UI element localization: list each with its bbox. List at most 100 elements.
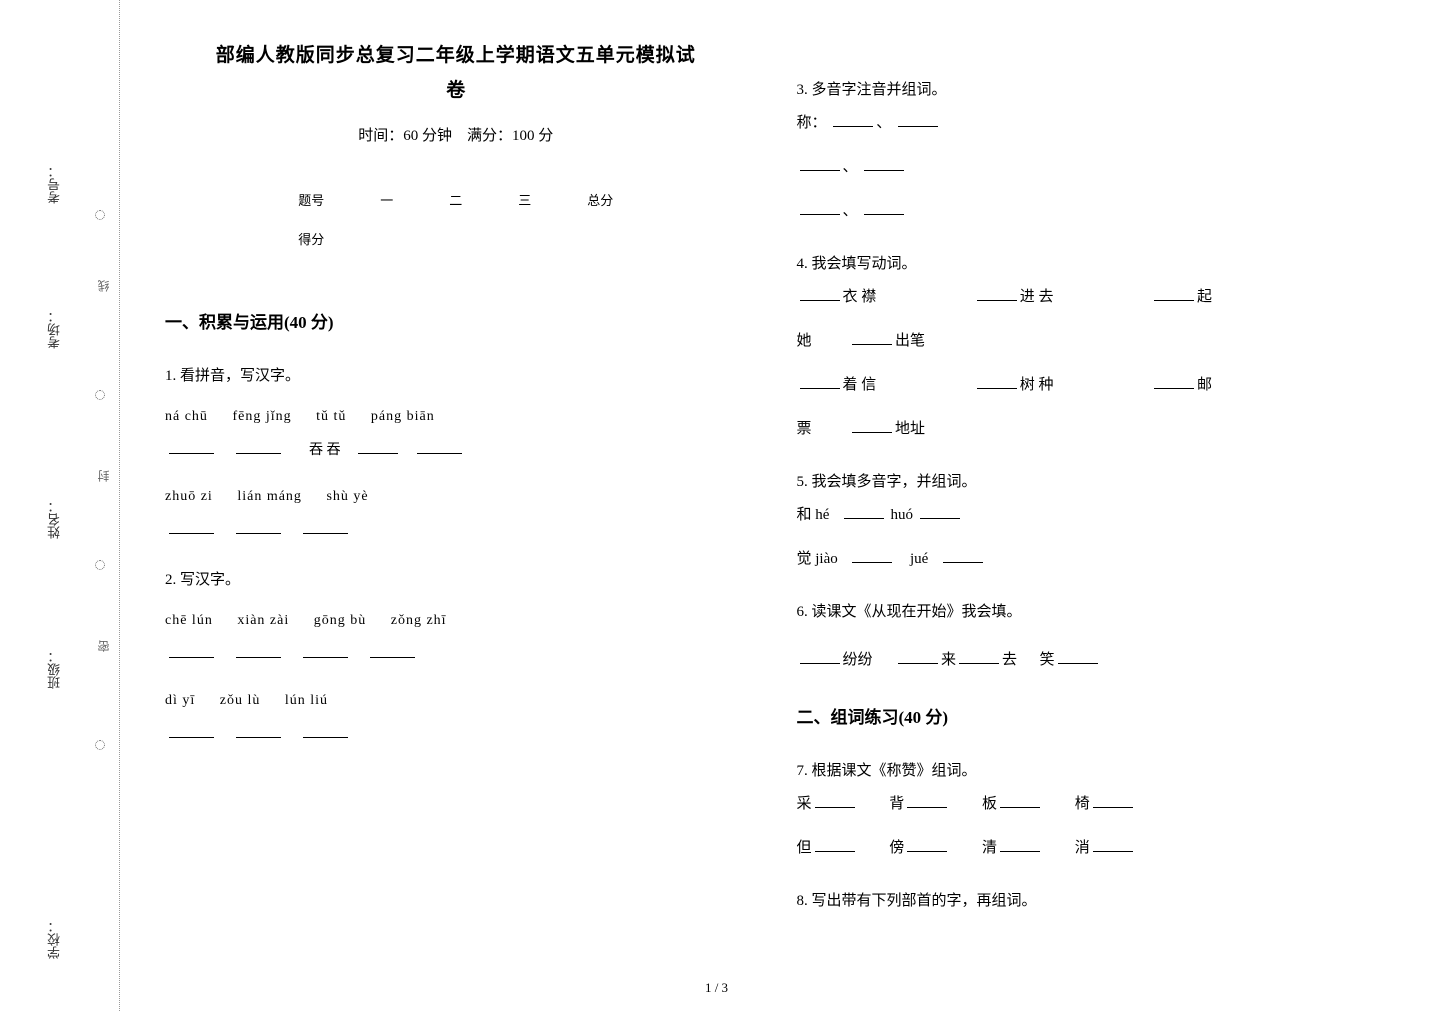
blank[interactable]: [303, 518, 348, 534]
question-2: 2. 写汉字。 chē lún xiàn zài gōng bù zǒng zh…: [165, 565, 747, 749]
blank[interactable]: [236, 518, 281, 534]
pinyin-item: gōng bù: [314, 607, 367, 635]
char: 板: [982, 796, 997, 812]
char: 和: [797, 507, 812, 523]
blank[interactable]: [800, 287, 840, 301]
q7-row2: 但 傍 清 消: [797, 830, 1379, 866]
pinyin-item: xiàn zài: [237, 607, 289, 635]
mid-chars: 吞 吞: [309, 437, 341, 465]
right-column: 3. 多音字注音并组词。 称： 、 、 、 4. 我会填写动词。 衣 襟 进 去: [772, 40, 1404, 991]
blank[interactable]: [907, 794, 947, 808]
prefix: 她: [797, 333, 812, 349]
char: 但: [797, 840, 812, 856]
blank[interactable]: [358, 438, 398, 454]
th-1: 一: [352, 180, 421, 219]
pinyin-item: zhuō zi: [165, 483, 213, 511]
td-blank: [352, 219, 421, 258]
blank[interactable]: [236, 438, 281, 454]
question-6: 6. 读课文《从现在开始》我会填。 纷纷 来去 笑: [797, 597, 1379, 678]
blank[interactable]: [236, 642, 281, 658]
question-8: 8. 写出带有下列部首的字，再组词。: [797, 886, 1379, 916]
blank[interactable]: [169, 722, 214, 738]
blank[interactable]: [852, 549, 892, 563]
blank[interactable]: [800, 375, 840, 389]
suffix: 邮: [1197, 377, 1212, 393]
td-blank: [490, 219, 559, 258]
pinyin-item: dì yī: [165, 687, 195, 715]
blank[interactable]: [864, 157, 904, 171]
margin-circle: [95, 210, 105, 220]
blank[interactable]: [169, 518, 214, 534]
blank[interactable]: [959, 650, 999, 664]
blank[interactable]: [1000, 794, 1040, 808]
blank[interactable]: [907, 838, 947, 852]
blank[interactable]: [800, 650, 840, 664]
pinyin-item: shù yè: [326, 483, 368, 511]
blank[interactable]: [169, 642, 214, 658]
blank[interactable]: [417, 438, 462, 454]
blank[interactable]: [898, 113, 938, 127]
blank[interactable]: [1058, 650, 1098, 664]
q5-text: 5. 我会填多音字，并组词。: [797, 467, 1379, 497]
blank[interactable]: [852, 419, 892, 433]
blank[interactable]: [370, 642, 415, 658]
blank[interactable]: [977, 287, 1017, 301]
blank[interactable]: [815, 838, 855, 852]
td-score-label: 得分: [270, 219, 352, 258]
q3-line1: 称： 、: [797, 105, 1379, 141]
char: 采: [797, 796, 812, 812]
binding-margin: 考号： 考场： 姓名： 班级： 学校： 线 封 密: [0, 0, 120, 1011]
suffix: 起: [1197, 289, 1212, 305]
blank[interactable]: [844, 505, 884, 519]
blank[interactable]: [303, 722, 348, 738]
q6-text: 6. 读课文《从现在开始》我会填。: [797, 597, 1379, 627]
blank[interactable]: [977, 375, 1017, 389]
py1: jiào: [815, 551, 838, 567]
q2-pinyin-row1: chē lún xiàn zài gōng bù zǒng zhī: [165, 607, 747, 635]
q2-blank-row1: [165, 641, 747, 669]
blank[interactable]: [1154, 375, 1194, 389]
blank[interactable]: [833, 113, 873, 127]
blank[interactable]: [169, 438, 214, 454]
blank[interactable]: [943, 549, 983, 563]
blank[interactable]: [303, 642, 348, 658]
char: 傍: [889, 840, 904, 856]
question-5: 5. 我会填多音字，并组词。 和 hé huó 觉 jiào jué: [797, 467, 1379, 577]
blank[interactable]: [815, 794, 855, 808]
blank[interactable]: [236, 722, 281, 738]
pinyin-item: zǒng zhī: [391, 607, 447, 635]
blank[interactable]: [1000, 838, 1040, 852]
exam-title-2: 卷: [165, 75, 747, 102]
th-3: 三: [490, 180, 559, 219]
q6-row: 纷纷 来去 笑: [797, 642, 1379, 678]
blank[interactable]: [898, 650, 938, 664]
blank[interactable]: [1093, 794, 1133, 808]
py2: jué: [910, 551, 928, 567]
q3-line3: 、: [797, 193, 1379, 229]
q5-row1: 和 hé huó: [797, 497, 1379, 533]
pinyin-item: lián máng: [237, 483, 302, 511]
time-score-info: 时间：60 分钟 满分：100 分: [165, 124, 747, 145]
pinyin-item: fēng jǐng: [232, 403, 291, 431]
suffix: 进 去: [1020, 289, 1054, 305]
py1: hé: [815, 507, 829, 523]
section-1-title: 一、积累与运用(40 分): [165, 308, 747, 333]
blank[interactable]: [852, 331, 892, 345]
margin-label-school: 学校：: [45, 920, 64, 959]
blank[interactable]: [1093, 838, 1133, 852]
q1-blank-row2: [165, 517, 747, 545]
pinyin-item: tǔ tǔ: [316, 403, 346, 431]
question-1: 1. 看拼音，写汉字。 ná chū fēng jǐng tǔ tǔ páng …: [165, 361, 747, 545]
item: 纷纷: [843, 652, 873, 668]
blank[interactable]: [800, 157, 840, 171]
margin-label-class: 班级：: [45, 650, 64, 689]
pinyin-item: zǒu lù: [220, 687, 261, 715]
blank[interactable]: [864, 201, 904, 215]
q4-row2: 她 出笔: [797, 323, 1379, 359]
char: 清: [982, 840, 997, 856]
q2-pinyin-row2: dì yī zǒu lù lún liú: [165, 687, 747, 715]
blank[interactable]: [800, 201, 840, 215]
blank[interactable]: [1154, 287, 1194, 301]
blank[interactable]: [920, 505, 960, 519]
margin-seal-mi: 密: [95, 640, 112, 652]
